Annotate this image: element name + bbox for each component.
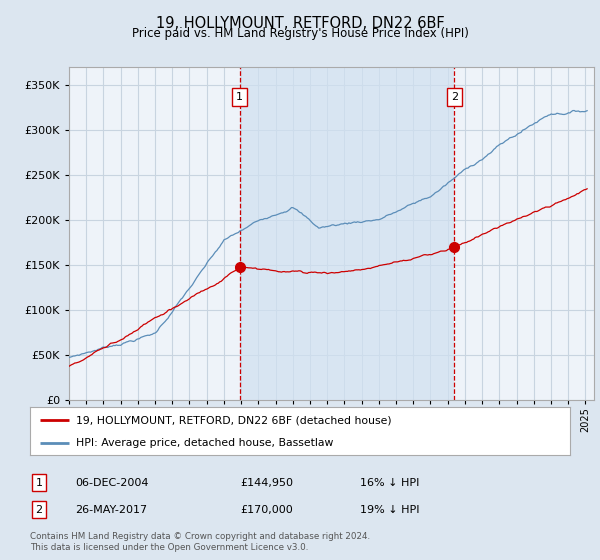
Text: 26-MAY-2017: 26-MAY-2017 <box>75 505 147 515</box>
Text: 1: 1 <box>236 92 243 102</box>
Text: Contains HM Land Registry data © Crown copyright and database right 2024.: Contains HM Land Registry data © Crown c… <box>30 532 370 541</box>
Text: 2: 2 <box>451 92 458 102</box>
Text: HPI: Average price, detached house, Bassetlaw: HPI: Average price, detached house, Bass… <box>76 438 333 447</box>
Text: 19, HOLLYMOUNT, RETFORD, DN22 6BF (detached house): 19, HOLLYMOUNT, RETFORD, DN22 6BF (detac… <box>76 415 392 425</box>
Text: 2: 2 <box>35 505 43 515</box>
Text: 19, HOLLYMOUNT, RETFORD, DN22 6BF: 19, HOLLYMOUNT, RETFORD, DN22 6BF <box>155 16 445 31</box>
Text: £144,950: £144,950 <box>240 478 293 488</box>
Text: £170,000: £170,000 <box>240 505 293 515</box>
Text: Price paid vs. HM Land Registry's House Price Index (HPI): Price paid vs. HM Land Registry's House … <box>131 27 469 40</box>
Text: This data is licensed under the Open Government Licence v3.0.: This data is licensed under the Open Gov… <box>30 543 308 552</box>
Bar <box>240 67 454 400</box>
Text: 16% ↓ HPI: 16% ↓ HPI <box>360 478 419 488</box>
Text: 19% ↓ HPI: 19% ↓ HPI <box>360 505 419 515</box>
Text: 06-DEC-2004: 06-DEC-2004 <box>75 478 149 488</box>
Text: 1: 1 <box>35 478 43 488</box>
